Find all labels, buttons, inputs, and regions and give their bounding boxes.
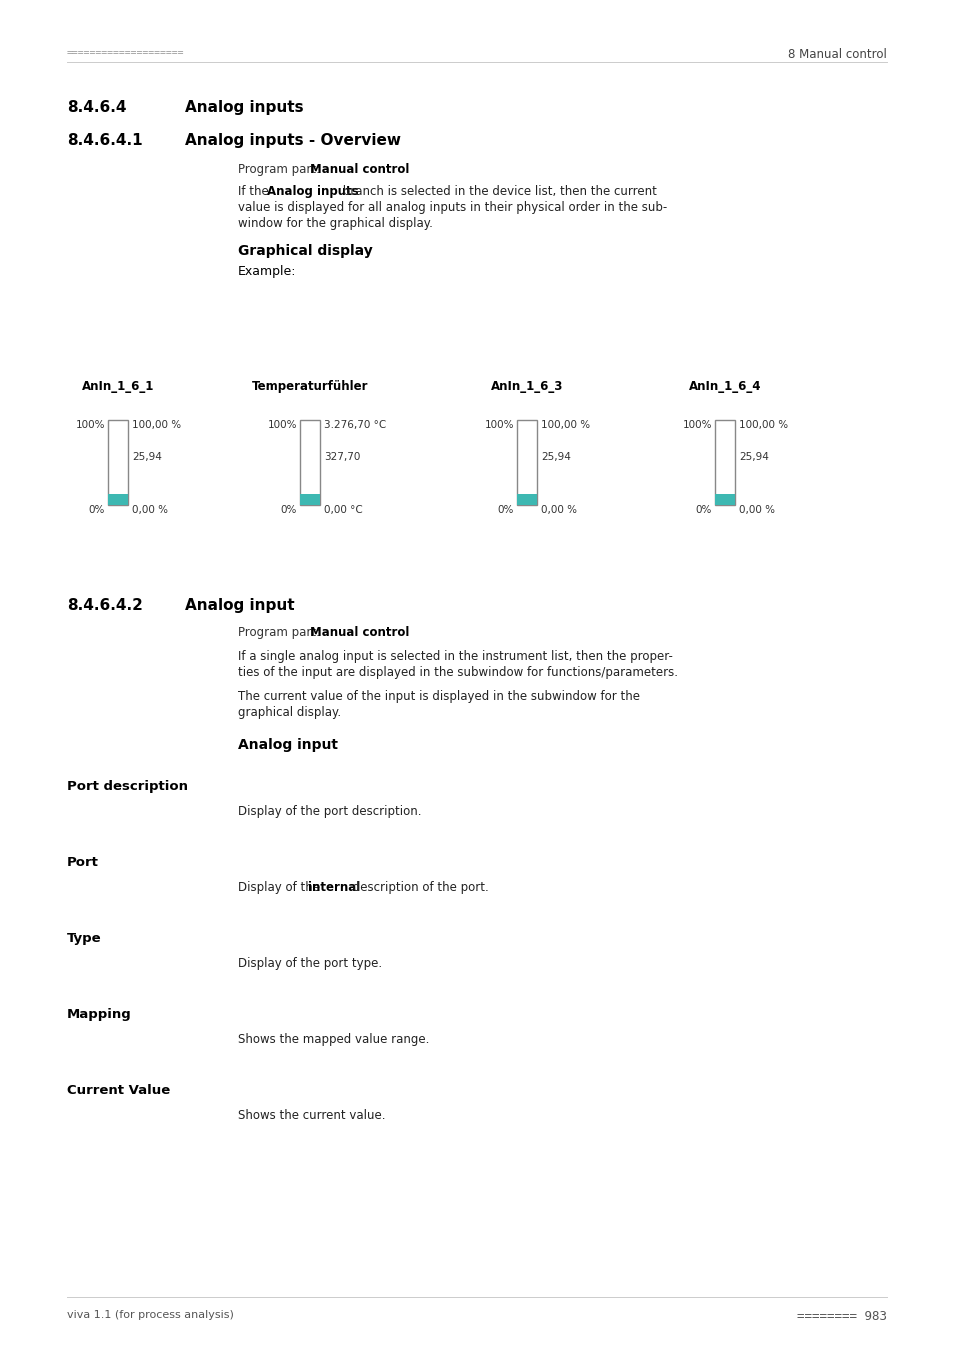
Text: ties of the input are displayed in the subwindow for functions/parameters.: ties of the input are displayed in the s… <box>237 666 678 679</box>
Text: branch is selected in the device list, then the current: branch is selected in the device list, t… <box>338 185 657 198</box>
Text: graphical display.: graphical display. <box>237 706 341 720</box>
Text: 25,94: 25,94 <box>540 452 570 462</box>
Text: 100%: 100% <box>681 420 711 431</box>
Bar <box>108 420 128 505</box>
Text: 0%: 0% <box>280 505 296 514</box>
Text: 100%: 100% <box>267 420 296 431</box>
Text: Analog inputs - Overview: Analog inputs - Overview <box>185 134 400 148</box>
Text: Example:: Example: <box>237 265 296 278</box>
Text: window for the graphical display.: window for the graphical display. <box>237 217 433 230</box>
Text: 8 Manual control: 8 Manual control <box>787 49 886 61</box>
Text: description of the port.: description of the port. <box>349 882 489 894</box>
Text: Program part:: Program part: <box>237 626 323 639</box>
Text: 327,70: 327,70 <box>324 452 360 462</box>
Text: Mapping: Mapping <box>67 1008 132 1021</box>
Text: 100%: 100% <box>484 420 514 431</box>
Text: The current value of the input is displayed in the subwindow for the: The current value of the input is displa… <box>237 690 639 703</box>
Bar <box>108 494 128 505</box>
Text: Display of the: Display of the <box>237 882 323 894</box>
Text: Display of the port description.: Display of the port description. <box>237 805 421 818</box>
Bar <box>517 494 537 505</box>
Text: Port description: Port description <box>67 780 188 792</box>
Text: Shows the mapped value range.: Shows the mapped value range. <box>237 1033 429 1046</box>
Text: 0%: 0% <box>497 505 514 514</box>
Text: internal: internal <box>308 882 359 894</box>
Text: Temperaturfühler: Temperaturfühler <box>252 379 368 393</box>
Text: 25,94: 25,94 <box>739 452 768 462</box>
Text: viva 1.1 (for process analysis): viva 1.1 (for process analysis) <box>67 1310 233 1320</box>
Text: 25,94: 25,94 <box>132 452 162 462</box>
Text: Shows the current value.: Shows the current value. <box>237 1108 385 1122</box>
Text: AnIn_1_6_4: AnIn_1_6_4 <box>688 379 760 393</box>
Text: 0,00 %: 0,00 % <box>540 505 577 514</box>
Text: 100,00 %: 100,00 % <box>132 420 181 431</box>
Text: Analog input: Analog input <box>185 598 294 613</box>
Text: Display of the port type.: Display of the port type. <box>237 957 382 971</box>
Text: 3.276,70 °C: 3.276,70 °C <box>324 420 386 431</box>
Text: ====================: ==================== <box>67 49 184 58</box>
Text: 0,00 %: 0,00 % <box>132 505 168 514</box>
Text: If the: If the <box>237 185 273 198</box>
Text: ======== 983: ======== 983 <box>796 1310 886 1323</box>
Text: 8.4.6.4.2: 8.4.6.4.2 <box>67 598 143 613</box>
Text: 0,00 °C: 0,00 °C <box>324 505 362 514</box>
Text: Graphical display: Graphical display <box>237 244 373 258</box>
Bar <box>517 420 537 505</box>
Bar <box>714 494 734 505</box>
Text: value is displayed for all analog inputs in their physical order in the sub-: value is displayed for all analog inputs… <box>237 201 666 215</box>
Text: 0%: 0% <box>695 505 711 514</box>
Text: 0%: 0% <box>89 505 105 514</box>
Text: Analog inputs: Analog inputs <box>185 100 303 115</box>
Text: 0,00 %: 0,00 % <box>739 505 774 514</box>
Bar <box>299 494 319 505</box>
Text: Analog input: Analog input <box>237 738 337 752</box>
Text: Manual control: Manual control <box>310 163 409 176</box>
Bar <box>714 420 734 505</box>
Text: Program part:: Program part: <box>237 163 323 176</box>
Text: 100%: 100% <box>75 420 105 431</box>
Text: 8.4.6.4.1: 8.4.6.4.1 <box>67 134 143 148</box>
Text: Type: Type <box>67 931 102 945</box>
Text: 100,00 %: 100,00 % <box>540 420 590 431</box>
Text: Manual control: Manual control <box>310 626 409 639</box>
Text: If a single analog input is selected in the instrument list, then the proper-: If a single analog input is selected in … <box>237 649 672 663</box>
Text: Analog inputs: Analog inputs <box>267 185 358 198</box>
Text: Current Value: Current Value <box>67 1084 170 1098</box>
Text: Port: Port <box>67 856 99 869</box>
Text: AnIn_1_6_1: AnIn_1_6_1 <box>82 379 154 393</box>
Bar <box>299 420 319 505</box>
Text: 100,00 %: 100,00 % <box>739 420 787 431</box>
Text: AnIn_1_6_3: AnIn_1_6_3 <box>490 379 562 393</box>
Text: 8.4.6.4: 8.4.6.4 <box>67 100 127 115</box>
